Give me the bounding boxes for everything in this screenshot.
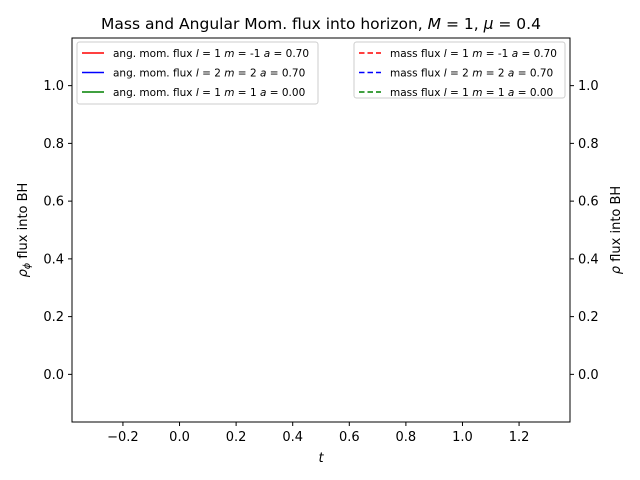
legend-entry: ang. mom. flux l = 1 m = 1 a = 0.00 bbox=[113, 87, 305, 99]
y-tick-label-left: 0.2 bbox=[43, 310, 64, 325]
x-tick-label: 0.4 bbox=[282, 430, 303, 445]
y-axis-left: 0.0 0.2 0.4 0.6 0.8 1.0 bbox=[43, 79, 72, 383]
y-axis-right-label: ρ flux into BH bbox=[609, 186, 624, 274]
y-tick-label-right: 0.0 bbox=[578, 368, 599, 383]
x-tick-label: 1.0 bbox=[452, 430, 473, 445]
y-tick-label-left: 0.6 bbox=[43, 195, 64, 210]
x-axis: −0.2 0.0 0.2 0.4 0.6 0.8 1.0 1.2 bbox=[107, 422, 529, 445]
y-tick-label-right: 0.4 bbox=[578, 252, 599, 267]
x-tick-label: 0.0 bbox=[169, 430, 190, 445]
x-tick-label: 0.6 bbox=[339, 430, 360, 445]
legend-entry: ang. mom. flux l = 1 m = -1 a = 0.70 bbox=[113, 48, 309, 60]
y-tick-label-right: 1.0 bbox=[578, 79, 599, 94]
legend-right: mass flux l = 1 m = -1 a = 0.70 mass flux… bbox=[353, 41, 566, 99]
legend-entry: ang. mom. flux l = 2 m = 2 a = 0.70 bbox=[113, 67, 305, 79]
plot-area bbox=[71, 37, 571, 423]
y-tick-label-left: 0.8 bbox=[43, 137, 64, 152]
y-axis-left-label: ρϕ flux into BH bbox=[16, 183, 33, 278]
x-tick-label: 0.8 bbox=[396, 430, 417, 445]
legend-entry: mass flux l = 2 m = 2 a = 0.70 bbox=[390, 67, 553, 79]
y-tick-label-right: 0.2 bbox=[578, 310, 599, 325]
legend-entry: mass flux l = 1 m = -1 a = 0.70 bbox=[390, 48, 557, 60]
x-tick-label: 1.2 bbox=[509, 430, 530, 445]
y-tick-label-left: 0.4 bbox=[43, 252, 64, 267]
legend-entry: mass flux l = 1 m = 1 a = 0.00 bbox=[390, 87, 553, 99]
y-tick-label-left: 0.0 bbox=[43, 368, 64, 383]
x-axis-label: t bbox=[318, 451, 324, 466]
legend-left: ang. mom. flux l = 1 m = -1 a = 0.70 ang.… bbox=[76, 41, 319, 105]
x-tick-label: 0.2 bbox=[226, 430, 247, 445]
y-tick-label-right: 0.6 bbox=[578, 195, 599, 210]
y-axis-right: 0.0 0.2 0.4 0.6 0.8 1.0 bbox=[570, 79, 599, 383]
x-tick-label: −0.2 bbox=[107, 430, 139, 445]
legend-box bbox=[76, 41, 319, 105]
y-tick-label-right: 0.8 bbox=[578, 137, 599, 152]
y-tick-label-left: 1.0 bbox=[43, 79, 64, 94]
chart-title: Mass and Angular Mom. flux into horizon,… bbox=[101, 15, 541, 33]
legend-box bbox=[353, 41, 566, 99]
